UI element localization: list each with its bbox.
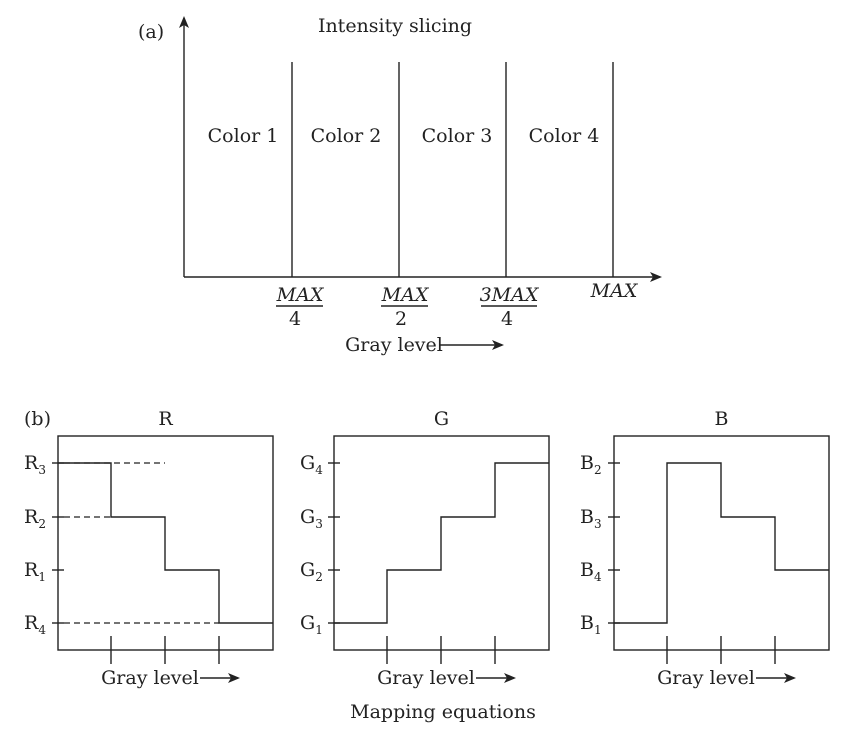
level-label-subscript: 3 xyxy=(38,463,46,477)
level-label-subscript: 2 xyxy=(38,517,46,531)
part-a-title: Intensity slicing xyxy=(318,15,472,37)
level-label-subscript: 4 xyxy=(38,623,46,637)
panel-xlabel: Gray level xyxy=(657,667,755,689)
region-color-2: Color 2 xyxy=(311,125,382,147)
level-label: B2 xyxy=(580,452,602,477)
level-label-base: R xyxy=(24,612,39,634)
panel-title: B xyxy=(715,408,729,430)
panel-xlabel: Gray level xyxy=(377,667,475,689)
level-label-base: G xyxy=(300,452,315,474)
level-label-base: R xyxy=(24,506,39,528)
level-label-base: R xyxy=(24,559,39,581)
part-a-label: (a) xyxy=(138,21,164,43)
panel-title: R xyxy=(158,408,173,430)
panel-xlabel: Gray level xyxy=(101,667,199,689)
level-label-subscript: 4 xyxy=(315,463,323,477)
level-label-base: B xyxy=(580,452,594,474)
part-a: (a) Intensity slicing Color 1 Color 2 Co… xyxy=(138,15,662,356)
level-label-base: G xyxy=(300,506,315,528)
part-b-label: (b) xyxy=(24,408,51,430)
level-label: G3 xyxy=(300,506,323,531)
level-label: G2 xyxy=(300,559,323,584)
level-label: B4 xyxy=(580,559,602,584)
part-a-xlabel: Gray level xyxy=(345,334,443,356)
level-label-base: B xyxy=(580,612,594,634)
level-label-base: G xyxy=(300,559,315,581)
mapping-step-function xyxy=(58,462,273,624)
mapping-step-function xyxy=(614,462,829,624)
level-label-subscript: 2 xyxy=(315,570,323,584)
level-label-base: R xyxy=(24,452,39,474)
region-color-3: Color 3 xyxy=(422,125,493,147)
level-label: B1 xyxy=(580,612,602,637)
level-label-subscript: 1 xyxy=(38,570,46,584)
level-label-base: G xyxy=(300,612,315,634)
tick-max-quarter-numerator: MAX xyxy=(276,284,325,306)
level-label: G1 xyxy=(300,612,323,637)
level-label-subscript: 1 xyxy=(594,623,602,637)
level-label: B3 xyxy=(580,506,602,531)
level-label-subscript: 3 xyxy=(315,517,323,531)
level-label-subscript: 4 xyxy=(594,570,602,584)
tick-3max-quarter-numerator: 3MAX xyxy=(480,284,540,306)
tick-max-half-numerator: MAX xyxy=(381,284,430,306)
level-label-base: B xyxy=(580,506,594,528)
level-label-subscript: 2 xyxy=(594,463,602,477)
level-label: G4 xyxy=(300,452,323,477)
region-color-4: Color 4 xyxy=(529,125,600,147)
level-label: R3 xyxy=(24,452,46,477)
tick-max-quarter-denominator: 4 xyxy=(289,308,301,330)
level-label-base: B xyxy=(580,559,594,581)
tick-3max-quarter-denominator: 4 xyxy=(501,308,513,330)
region-color-1: Color 1 xyxy=(208,125,279,147)
tick-max: MAX xyxy=(590,280,639,302)
level-label-subscript: 1 xyxy=(315,623,323,637)
mapping-caption: Mapping equations xyxy=(350,701,536,723)
panel-title: G xyxy=(434,408,449,430)
tick-max-half-denominator: 2 xyxy=(395,308,407,330)
mapping-step-function xyxy=(334,462,549,624)
level-label: R2 xyxy=(24,506,46,531)
level-label-subscript: 3 xyxy=(594,517,602,531)
level-label: R1 xyxy=(24,559,46,584)
level-label: R4 xyxy=(24,612,46,637)
